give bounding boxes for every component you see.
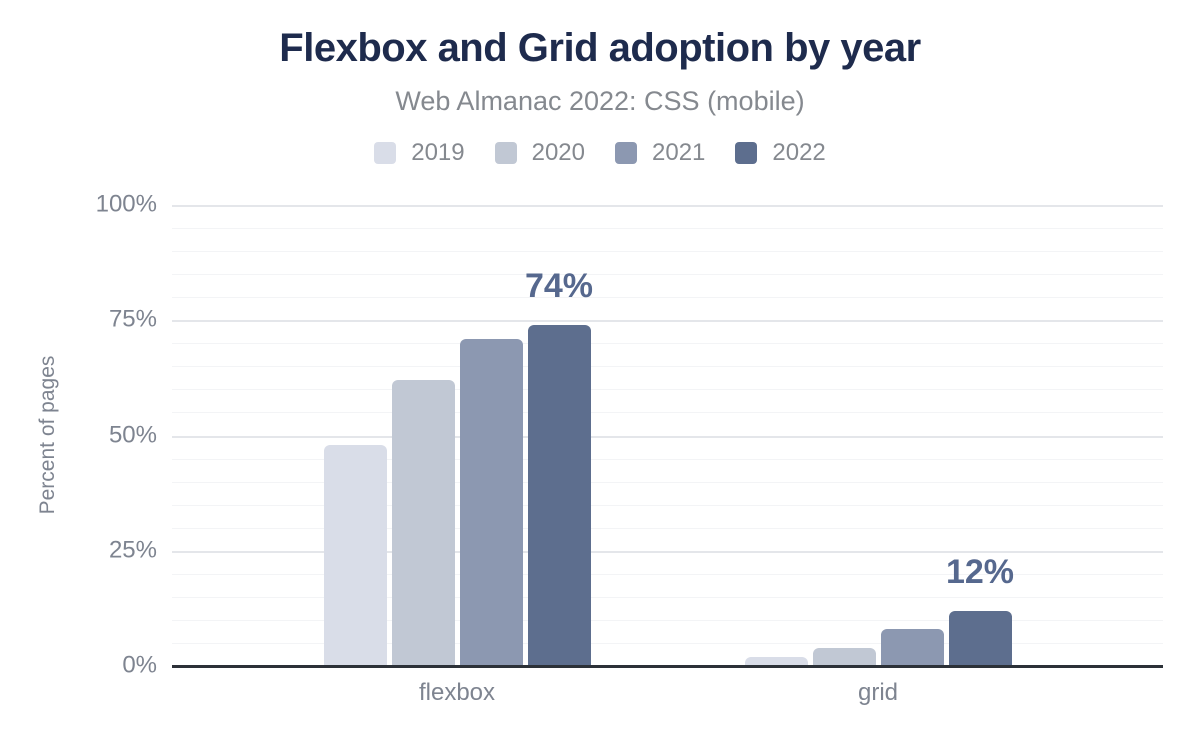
minor-gridline-40 [172,481,1163,483]
x-axis-line [172,665,1163,668]
bars-layer: 74% flexbox 12% grid [172,205,1163,706]
minor-gridline-35 [172,504,1163,506]
bar-flexbox-2021 [459,338,523,666]
minor-gridline-70 [172,343,1163,345]
bar-flexbox-2022 [527,324,591,666]
legend-item-2020: 2020 [494,139,585,167]
legend-item-2019: 2019 [374,139,465,167]
legend-item-2022: 2022 [735,139,826,167]
chart-subtitle: Web Almanac 2022: CSS (mobile) [395,86,805,116]
legend-item-2021: 2021 [615,139,705,167]
legend-swatch-2021 [615,142,637,164]
bar-grid-2020 [812,647,876,666]
minor-gridline-60 [172,389,1163,391]
legend-label: 2021 [652,139,706,166]
x-tick-label-grid: grid [857,679,899,706]
minor-gridline-5 [172,642,1163,644]
major-gridline-75 [172,320,1163,323]
y-tick-label-100: 100% [95,190,157,218]
y-tick-label-50: 50% [108,420,157,448]
minor-gridline-45 [172,458,1163,460]
legend: 2019 2020 2021 2022 [0,139,1200,167]
legend-swatch-2020 [494,142,517,164]
plot-area: 74% flexbox 12% grid [172,205,1163,706]
bar-grid-2019 [744,656,808,666]
chart-title: Flexbox and Grid adoption by year [279,26,921,70]
bar-flexbox-2019 [323,444,387,666]
y-tick-label-75: 75% [108,305,157,333]
legend-label: 2019 [411,139,465,166]
y-tick-label-25: 25% [108,536,157,564]
minor-gridline-65 [172,366,1163,368]
grid-layer [172,205,1163,666]
x-tick-label-flexbox: flexbox [418,679,496,706]
legend-swatch-2019 [374,142,397,164]
minor-gridline-20 [172,573,1163,575]
bar-grid-2021 [880,629,944,666]
major-gridline-100 [172,205,1163,207]
minor-gridline-10 [172,619,1163,621]
minor-gridline-80 [172,297,1163,299]
y-tick-label-0: 0% [122,651,157,679]
minor-gridline-30 [172,527,1163,529]
minor-gridline-85 [172,274,1163,276]
minor-gridline-55 [172,412,1163,414]
minor-gridline-95 [172,228,1163,230]
value-label-flexbox: 74% [524,266,594,305]
major-gridline-50 [172,435,1163,438]
value-label-grid: 12% [945,552,1015,591]
bar-group-grid: 12% grid [744,205,1014,706]
legend-label: 2020 [531,139,585,166]
minor-gridline-90 [172,251,1163,253]
major-gridline-25 [172,550,1163,553]
bar-group-flexbox: 74% flexbox [323,205,593,706]
minor-gridline-15 [172,596,1163,598]
bar-flexbox-2020 [391,380,455,666]
legend-label: 2022 [772,139,826,166]
bar-grid-2022 [948,610,1012,666]
legend-swatch-2022 [735,142,758,164]
